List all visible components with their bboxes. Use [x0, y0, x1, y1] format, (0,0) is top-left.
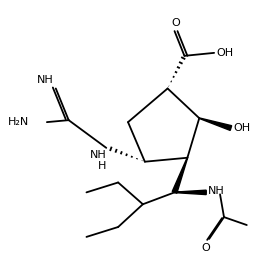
Text: NH: NH	[37, 75, 54, 84]
Text: O: O	[171, 18, 180, 28]
Text: OH: OH	[216, 48, 233, 58]
Polygon shape	[174, 190, 206, 195]
Text: H₂N: H₂N	[8, 117, 29, 127]
Text: NH: NH	[208, 186, 225, 196]
Text: OH: OH	[233, 123, 250, 133]
Text: H: H	[98, 161, 106, 171]
Text: O: O	[202, 243, 211, 253]
Polygon shape	[199, 118, 232, 131]
Polygon shape	[172, 158, 188, 193]
Text: NH: NH	[90, 150, 106, 160]
